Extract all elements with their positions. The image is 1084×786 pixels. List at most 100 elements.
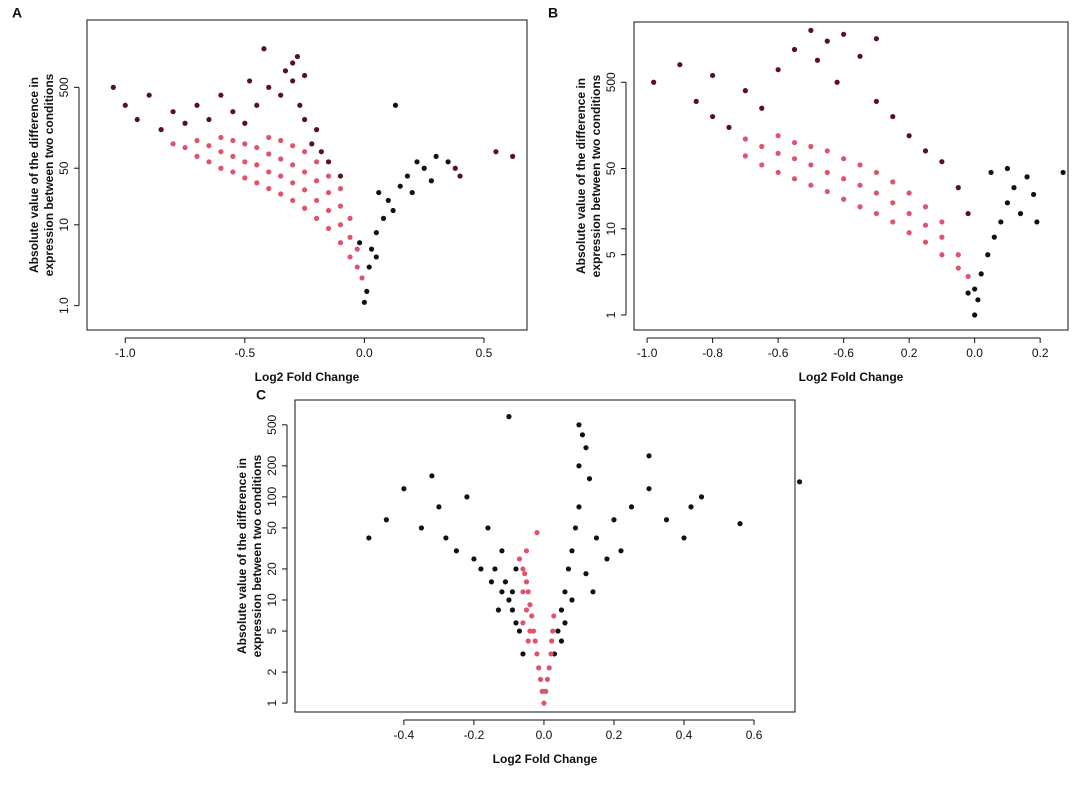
point [965,273,971,280]
point [857,204,863,210]
point [710,113,716,120]
point [433,153,439,160]
x-tick-label: 0.6 [746,728,763,742]
point [313,215,320,221]
point [247,78,253,84]
point [796,479,803,485]
point [550,628,556,634]
point [857,162,863,168]
point [873,210,879,217]
point [873,36,879,42]
point [513,566,519,572]
point [325,173,332,179]
point [737,521,743,527]
point [593,535,600,541]
point [261,46,267,52]
point [529,613,535,619]
point [409,189,415,196]
x-axis-label: Log2 Fold Change [799,370,904,384]
point [586,476,593,482]
point [532,638,538,644]
point [583,445,589,451]
point [972,286,978,292]
point [562,589,568,595]
plot-box [86,19,528,331]
point [742,136,748,142]
point [791,156,798,162]
point [499,589,505,595]
point [906,133,912,139]
x-tick-label: -0.4 [394,728,415,742]
point [397,183,403,189]
point [230,169,236,175]
point [290,60,296,66]
point [421,165,427,171]
point [194,153,200,160]
y-tick-label: 200 [265,456,279,476]
y-tick-label: 10 [265,593,279,607]
point [392,102,399,108]
point [194,102,200,108]
point [302,187,308,193]
point [242,120,248,126]
point [206,116,212,123]
point [478,566,484,572]
point [548,651,554,657]
point [357,240,363,246]
point [759,143,765,150]
x-tick-label: -0.6 [833,346,854,360]
point [325,159,332,165]
y-axis-label: Absolute value of the difference in [27,77,41,273]
point [242,175,248,181]
point [523,548,530,554]
point [218,149,224,155]
x-tick-label: 0.0 [356,346,373,360]
point [194,137,200,144]
point [302,149,308,155]
point [457,173,463,179]
point [791,176,798,182]
point [975,297,981,303]
point [485,525,491,531]
point [509,607,516,613]
point [230,153,236,160]
point [841,176,847,182]
point [791,46,798,53]
point [383,517,389,523]
point [972,312,978,318]
point [939,159,945,165]
x-tick-label: -1.0 [637,346,658,360]
point [998,219,1004,225]
x-tick-label: 0.2 [1032,346,1049,360]
x-tick-label: -0.2 [464,728,485,742]
x-axis-label: Log2 Fold Change [493,752,598,766]
point [1011,185,1017,191]
y-axis-label: Absolute value of the difference in [235,458,249,654]
x-tick-label: 0.0 [966,346,983,360]
point [122,102,128,108]
point [218,165,224,171]
point [516,628,523,634]
y-tick-label: 5 [265,627,279,634]
point [510,153,516,160]
point [681,535,687,541]
point [488,579,495,585]
point [290,197,296,204]
point [254,144,260,151]
point [546,665,552,671]
point [337,173,344,179]
x-axis-label: Log2 Fold Change [255,370,360,384]
panel-label: A [12,5,22,21]
point [313,197,320,204]
point [955,265,961,271]
point [428,178,434,184]
point [569,548,575,554]
point [429,473,435,479]
point [873,190,879,196]
point [206,143,212,149]
point [536,665,542,671]
point [254,162,260,168]
point [544,676,551,682]
point [873,169,879,176]
point [290,143,296,149]
